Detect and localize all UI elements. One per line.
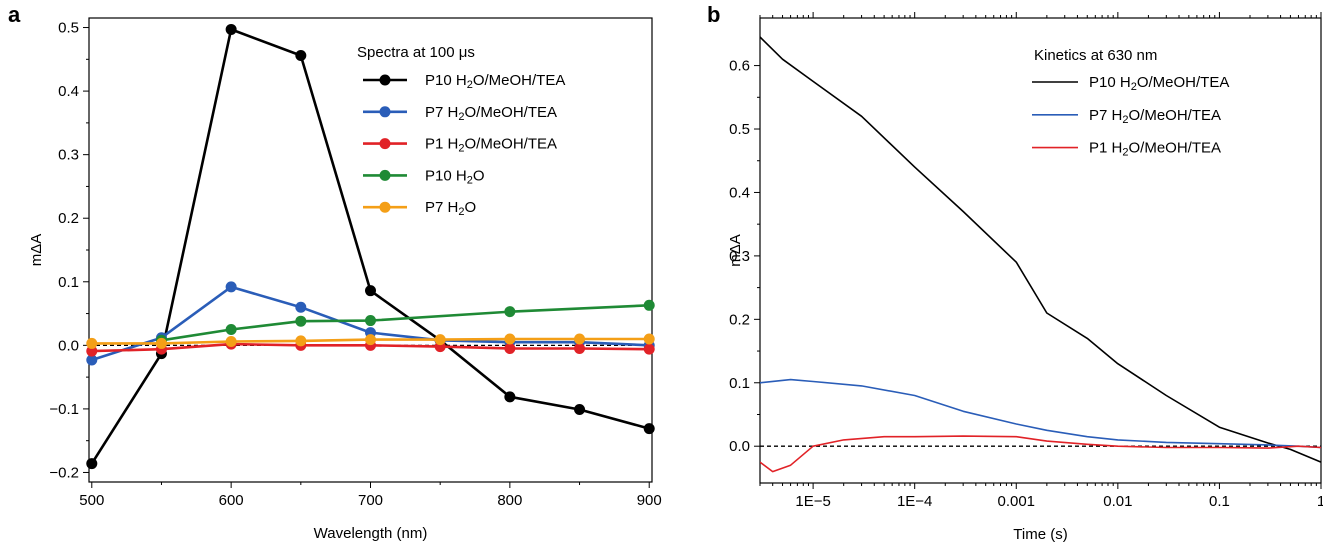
y-tick-label: 0.5 (58, 20, 79, 37)
x-tick-label: 900 (637, 492, 662, 509)
x-axis-title: Time (s) (1013, 526, 1067, 543)
x-tick-label: 700 (358, 492, 383, 509)
data-point (574, 333, 586, 345)
legend-entry-label: P10 H2O/MeOH/TEA (1089, 74, 1229, 93)
legend-entry-label: P10 H2O (425, 167, 485, 186)
legend-entry-label: P7 H2O (425, 199, 476, 218)
data-point (295, 50, 307, 62)
legend-entry-label: P10 H2O/MeOH/TEA (425, 72, 565, 91)
x-tick-label: 0.01 (1103, 493, 1132, 510)
data-point (643, 343, 655, 355)
y-tick-label: −0.1 (49, 401, 79, 418)
data-point (365, 285, 376, 297)
legend-entry-label: P1 H2O/MeOH/TEA (425, 136, 557, 155)
legend-swatch-marker (379, 169, 391, 181)
panel-label: a (8, 2, 21, 27)
panel-label: b (707, 2, 720, 27)
legend-swatch-marker (379, 201, 391, 213)
plot-frame (759, 17, 1322, 484)
data-point (434, 334, 446, 346)
series-line (760, 435, 1321, 473)
data-point (643, 333, 655, 345)
y-tick-label: 0.0 (58, 337, 79, 354)
panel-b: b 0.0 0.1 0.2 0.3 0.4 0.5 0.6 1E−5 1E−4 0.001 0.01 0… (707, 2, 1323, 543)
data-point (504, 306, 516, 318)
data-point (504, 343, 516, 355)
data-point (365, 334, 376, 346)
x-tick-label: 1 (1317, 493, 1323, 510)
y-tick-label: 0.2 (729, 311, 750, 328)
legend-swatch-marker (379, 74, 391, 86)
data-point (574, 343, 586, 355)
data-point (225, 323, 237, 335)
y-tick-label: 0.5 (729, 121, 750, 138)
y-tick-label: 0.1 (729, 375, 750, 392)
data-point (504, 333, 516, 345)
data-point (365, 315, 376, 327)
y-tick-label: 0.1 (58, 274, 79, 291)
y-tick-label: 0.4 (729, 184, 750, 201)
x-tick-label: 1E−5 (795, 493, 830, 510)
y-tick-label: 0.6 (729, 58, 750, 75)
series-line (760, 36, 1321, 463)
y-tick-label: 0.0 (729, 438, 750, 455)
x-tick-label: 800 (497, 492, 522, 509)
data-point (643, 423, 655, 435)
data-point (155, 337, 167, 349)
data-point (295, 335, 307, 347)
data-point (225, 23, 237, 35)
data-point (295, 301, 307, 313)
legend-entry-label: P7 H2O/MeOH/TEA (1089, 107, 1221, 126)
y-axis-title: mΔA (28, 234, 45, 267)
plot-frame (88, 17, 653, 483)
data-point (225, 281, 237, 293)
x-axis-title: Wavelength (nm) (314, 525, 428, 542)
x-tick-label: 1E−4 (897, 493, 932, 510)
data-point (86, 354, 98, 366)
legend-swatch-marker (379, 138, 391, 150)
y-axis-title: mΔA (727, 234, 744, 267)
data-point (86, 337, 98, 349)
y-tick-label: 0.3 (58, 147, 79, 164)
legend-swatch-marker (379, 106, 391, 118)
y-tick-label: 0.3 (729, 248, 750, 265)
x-tick-label: 0.1 (1209, 493, 1230, 510)
series-line (90, 28, 650, 465)
data-point (225, 336, 237, 348)
legend-title: Spectra at 100 μs (357, 44, 475, 61)
panel-a: a −0.2 −0.1 0.0 0.1 0.2 0.3 0.4 0.5 500 600 700 800 9… (8, 2, 662, 542)
legend-entry-label: P1 H2O/MeOH/TEA (1089, 140, 1221, 159)
y-tick-label: 0.4 (58, 83, 79, 100)
data-point (86, 345, 98, 357)
y-tick-label: 0.2 (58, 210, 79, 227)
data-point (643, 299, 655, 311)
data-point (504, 391, 516, 403)
x-tick-label: 0.001 (997, 493, 1035, 510)
y-tick-label: −0.2 (49, 464, 79, 481)
x-tick-label: 600 (219, 492, 244, 509)
data-point (86, 458, 98, 470)
legend-entry-label: P7 H2O/MeOH/TEA (425, 104, 557, 123)
data-point (574, 404, 586, 416)
series-line (161, 304, 650, 342)
x-tick-label: 500 (79, 492, 104, 509)
series-line (760, 378, 1321, 449)
legend-title: Kinetics at 630 nm (1034, 47, 1157, 64)
data-point (295, 315, 307, 327)
